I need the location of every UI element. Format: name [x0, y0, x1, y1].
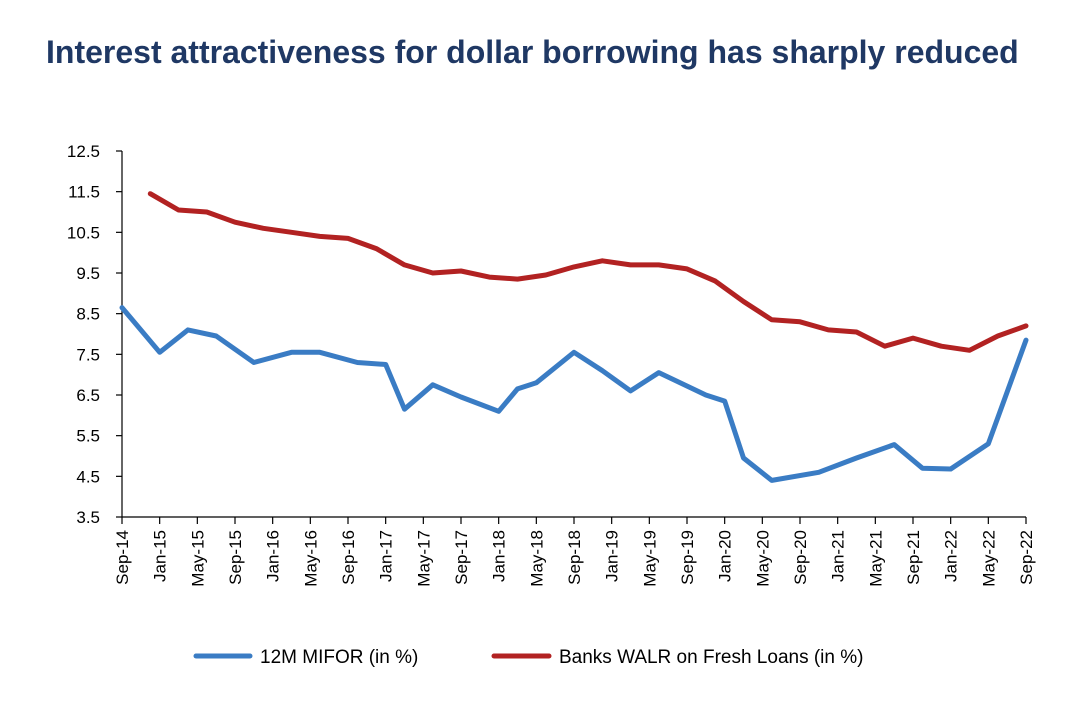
- y-axis: 12.5 11.5 10.5 9.5 8.5 7.5 6.5 5.5 4.5 3.5: [67, 142, 123, 527]
- x-tick-label: May-22: [979, 530, 998, 587]
- legend-label: Banks WALR on Fresh Loans (in %): [559, 647, 863, 668]
- y-tick-label: 5.5: [76, 427, 100, 446]
- x-tick-label: Jan-17: [377, 530, 396, 582]
- series-line-mifor: [119, 305, 1029, 483]
- x-tick-label: May-17: [414, 530, 433, 587]
- x-tick-label: Sep-15: [226, 530, 245, 585]
- x-tick-label: May-20: [753, 530, 772, 587]
- legend-item-mifor: 12M MIFOR (in %): [193, 647, 418, 668]
- x-tick-label: Jan-18: [490, 530, 509, 582]
- x-tick-label: Jan-22: [942, 530, 961, 582]
- y-tick-label: 11.5: [68, 183, 100, 202]
- y-tick-label: 4.5: [76, 467, 100, 486]
- x-tick-label: Sep-14: [113, 530, 132, 585]
- y-tick-label: 8.5: [76, 305, 100, 324]
- x-tick-label: Jan-19: [603, 530, 622, 582]
- y-tick-label: 3.5: [76, 508, 100, 527]
- y-tick-label: 7.5: [76, 345, 100, 364]
- y-tick-label: 6.5: [76, 386, 100, 405]
- legend-label: 12M MIFOR (in %): [260, 647, 418, 668]
- x-tick-label: Sep-22: [1017, 530, 1036, 585]
- x-tick-label: Jan-21: [829, 530, 848, 582]
- x-axis: Sep-14 Jan-15 May-15 Sep-15 Jan-16 May-16 Sep-…: [113, 516, 1036, 587]
- x-tick-label: Sep-17: [452, 530, 471, 585]
- x-tick-label: May-21: [866, 530, 885, 587]
- x-tick-label: Sep-19: [678, 530, 697, 585]
- y-tick-label: 12.5: [67, 142, 100, 161]
- series-line-walr: [147, 191, 1029, 353]
- y-tick-label: 10.5: [67, 223, 100, 242]
- x-tick-label: Sep-20: [791, 530, 810, 585]
- x-tick-label: Jan-15: [151, 530, 170, 582]
- x-tick-label: Sep-16: [339, 530, 358, 585]
- chart-title: Interest attractiveness for dollar borro…: [46, 34, 1019, 70]
- x-tick-label: Jan-16: [264, 530, 283, 582]
- x-tick-label: Sep-21: [904, 530, 923, 585]
- y-tick-label: 9.5: [76, 264, 100, 283]
- series-layer: [119, 191, 1029, 483]
- x-tick-label: May-19: [640, 530, 659, 587]
- x-tick-label: May-15: [188, 530, 207, 587]
- x-tick-label: May-18: [527, 530, 546, 587]
- legend: 12M MIFOR (in %) Banks WALR on Fresh Loan…: [193, 647, 863, 668]
- legend-item-walr: Banks WALR on Fresh Loans (in %): [491, 647, 863, 668]
- x-tick-label: May-16: [301, 530, 320, 587]
- x-tick-label: Jan-20: [716, 530, 735, 582]
- x-tick-label: Sep-18: [565, 530, 584, 585]
